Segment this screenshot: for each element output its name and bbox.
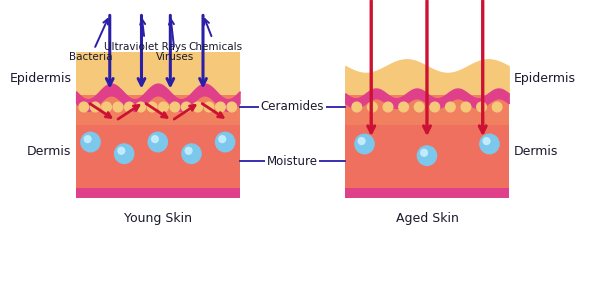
Circle shape bbox=[418, 146, 437, 165]
Circle shape bbox=[352, 102, 362, 112]
Text: Ultraviolet Rays: Ultraviolet Rays bbox=[0, 289, 1, 290]
Text: Chemicals: Chemicals bbox=[0, 289, 1, 290]
Circle shape bbox=[159, 102, 169, 112]
Circle shape bbox=[383, 102, 393, 112]
Text: Epidermis: Epidermis bbox=[10, 72, 71, 85]
Bar bbox=[76, 95, 239, 124]
Circle shape bbox=[358, 138, 365, 144]
Text: Chemicals: Chemicals bbox=[188, 19, 242, 52]
Bar bbox=[345, 124, 509, 188]
Circle shape bbox=[148, 102, 157, 112]
Circle shape bbox=[84, 136, 91, 142]
Circle shape bbox=[430, 102, 440, 112]
Circle shape bbox=[125, 102, 134, 112]
Circle shape bbox=[227, 102, 236, 112]
Circle shape bbox=[118, 147, 125, 154]
Circle shape bbox=[446, 102, 455, 112]
Circle shape bbox=[193, 102, 202, 112]
Text: Dermis: Dermis bbox=[27, 145, 71, 158]
Text: Aged Skin: Aged Skin bbox=[395, 213, 458, 225]
Bar bbox=[345, 95, 509, 124]
Text: Epidermis: Epidermis bbox=[514, 72, 575, 85]
Circle shape bbox=[136, 102, 146, 112]
Circle shape bbox=[170, 102, 180, 112]
Bar bbox=[345, 188, 509, 197]
Text: Bacteria: Bacteria bbox=[0, 289, 1, 290]
Circle shape bbox=[399, 102, 409, 112]
Circle shape bbox=[148, 132, 167, 152]
Text: Dermis: Dermis bbox=[514, 145, 558, 158]
Circle shape bbox=[461, 102, 471, 112]
Circle shape bbox=[81, 132, 100, 152]
Circle shape bbox=[477, 102, 487, 112]
Text: Ceramides: Ceramides bbox=[260, 101, 324, 113]
Circle shape bbox=[115, 144, 134, 164]
Bar bbox=[76, 52, 239, 95]
Circle shape bbox=[215, 132, 235, 152]
Circle shape bbox=[79, 102, 89, 112]
Circle shape bbox=[480, 134, 499, 154]
Bar bbox=[76, 188, 239, 197]
Text: Viruses: Viruses bbox=[156, 19, 194, 62]
Circle shape bbox=[215, 102, 225, 112]
Circle shape bbox=[483, 138, 490, 144]
Circle shape bbox=[152, 136, 158, 142]
Circle shape bbox=[415, 102, 424, 112]
Circle shape bbox=[219, 136, 226, 142]
Circle shape bbox=[355, 134, 374, 154]
Circle shape bbox=[113, 102, 123, 112]
Circle shape bbox=[185, 147, 192, 154]
Text: Viruses: Viruses bbox=[0, 289, 1, 290]
Circle shape bbox=[204, 102, 214, 112]
Circle shape bbox=[493, 102, 502, 112]
Circle shape bbox=[91, 102, 100, 112]
Circle shape bbox=[182, 144, 201, 164]
Text: Ultraviolet Rays: Ultraviolet Rays bbox=[104, 19, 187, 52]
Circle shape bbox=[102, 102, 112, 112]
Circle shape bbox=[368, 102, 377, 112]
Text: Moisture: Moisture bbox=[267, 155, 318, 168]
Text: Young Skin: Young Skin bbox=[124, 213, 192, 225]
Circle shape bbox=[181, 102, 191, 112]
Bar bbox=[76, 124, 239, 188]
Circle shape bbox=[421, 149, 427, 156]
Text: Bacteria: Bacteria bbox=[69, 19, 112, 62]
